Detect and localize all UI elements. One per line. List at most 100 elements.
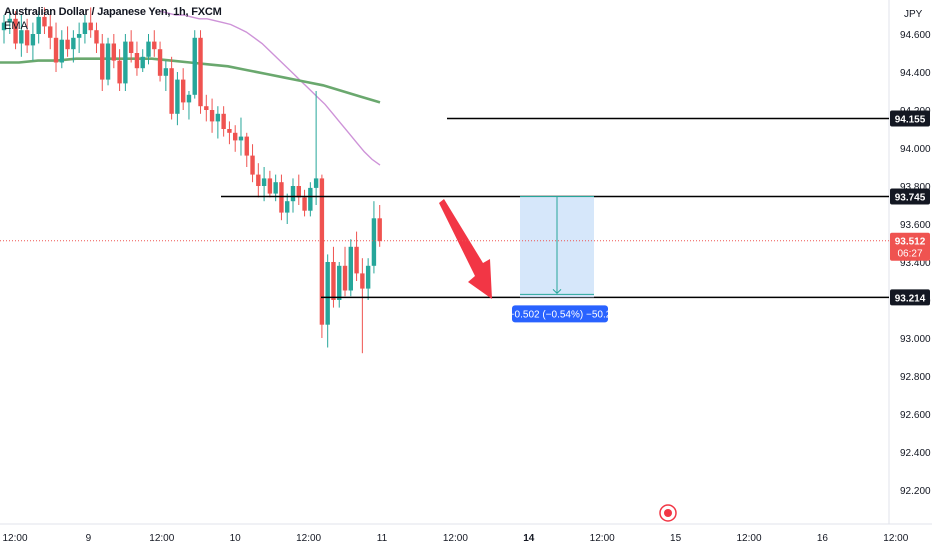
candle[interactable]	[88, 22, 93, 31]
arrow-shape[interactable]	[439, 199, 492, 299]
level-price-tag	[890, 110, 930, 127]
candle[interactable]	[30, 34, 36, 46]
time-tick-label: 12:00	[736, 533, 761, 544]
candle[interactable]	[48, 26, 53, 38]
candle[interactable]	[204, 106, 209, 110]
level-price-tag	[890, 188, 930, 205]
measure-label-box	[512, 305, 608, 323]
candle[interactable]	[24, 30, 30, 46]
candle[interactable]	[267, 178, 273, 194]
candle[interactable]	[7, 18, 12, 23]
time-tick-label: 14	[523, 533, 535, 544]
candle[interactable]	[302, 197, 307, 211]
candle[interactable]	[285, 201, 290, 213]
candle[interactable]	[13, 18, 18, 44]
candle[interactable]	[233, 132, 238, 141]
candle[interactable]	[111, 43, 117, 61]
candle[interactable]	[354, 246, 359, 274]
candle[interactable]	[175, 79, 180, 114]
candle[interactable]	[365, 265, 371, 289]
candle[interactable]	[105, 43, 111, 80]
price-tick-label: 93.400	[900, 258, 931, 269]
candle[interactable]	[36, 16, 41, 34]
time-tick-label: 15	[670, 533, 682, 544]
candle[interactable]	[146, 41, 151, 57]
candle[interactable]	[256, 174, 261, 186]
bar-countdown-label: 06:27	[897, 249, 922, 260]
price-tick-label: 93.800	[900, 182, 931, 193]
candle[interactable]	[261, 178, 267, 186]
candle[interactable]	[163, 68, 169, 76]
candle[interactable]	[53, 37, 59, 63]
candle[interactable]	[337, 265, 342, 300]
candle[interactable]	[215, 113, 221, 122]
arrow-drawing[interactable]	[439, 199, 492, 299]
candle[interactable]	[82, 22, 88, 34]
symbol-title[interactable]: Australian Dollar / Japanese Yen, 1h, FX…	[4, 6, 222, 18]
candle[interactable]	[348, 246, 353, 291]
current-price-tag	[890, 232, 930, 261]
candle[interactable]	[273, 182, 278, 194]
candle[interactable]	[227, 129, 232, 133]
candle[interactable]	[209, 110, 215, 122]
candle[interactable]	[290, 186, 296, 202]
candle[interactable]	[123, 41, 128, 84]
candle[interactable]	[1, 22, 7, 31]
candle[interactable]	[313, 178, 319, 188]
candle[interactable]	[296, 186, 301, 198]
currency-label: JPY	[904, 9, 923, 20]
candle[interactable]	[238, 136, 244, 141]
level-price-label: 93.214	[895, 293, 926, 304]
candle[interactable]	[319, 178, 325, 325]
indicator-label[interactable]: EMA	[4, 20, 28, 32]
candle[interactable]	[42, 16, 47, 27]
candle[interactable]	[192, 37, 197, 95]
candle[interactable]	[157, 49, 163, 76]
candle[interactable]	[250, 155, 255, 175]
candle[interactable]	[117, 60, 122, 84]
time-tick-label: 12:00	[296, 533, 321, 544]
candle[interactable]	[371, 218, 377, 266]
candle[interactable]	[308, 187, 313, 211]
candle[interactable]	[169, 68, 174, 114]
candle[interactable]	[76, 34, 82, 38]
candle[interactable]	[128, 41, 134, 53]
candle[interactable]	[360, 273, 365, 289]
candle[interactable]	[221, 113, 226, 129]
ema-fast-line	[159, 10, 381, 166]
candle[interactable]	[100, 43, 105, 80]
candle[interactable]	[342, 265, 348, 291]
price-tick-label: 93.000	[900, 334, 931, 345]
candle[interactable]	[65, 39, 70, 50]
candle[interactable]	[325, 262, 330, 325]
event-badge[interactable]	[659, 504, 677, 522]
candle[interactable]	[331, 262, 336, 300]
candle[interactable]	[94, 30, 99, 44]
price-tick-label: 92.400	[900, 448, 931, 459]
time-tick-label: 16	[817, 533, 829, 544]
candle[interactable]	[186, 94, 192, 103]
measure-tool[interactable]: −0.502 (−0.54%) −50.2	[509, 195, 612, 323]
price-tick-label: 92.200	[900, 486, 931, 497]
candle[interactable]	[140, 56, 145, 69]
candle[interactable]	[279, 182, 284, 213]
time-tick-label: 11	[377, 533, 388, 544]
candle[interactable]	[19, 30, 24, 44]
time-tick-label: 12:00	[590, 533, 615, 544]
current-price-label: 93.512	[895, 237, 926, 248]
price-tick-label: 92.600	[900, 410, 931, 421]
candle[interactable]	[71, 37, 76, 50]
candles[interactable]	[1, 7, 382, 354]
candle[interactable]	[377, 218, 382, 242]
candle[interactable]	[134, 53, 140, 69]
candle[interactable]	[244, 136, 249, 156]
candle[interactable]	[59, 39, 64, 63]
candle[interactable]	[198, 37, 203, 107]
event-icon-dot	[664, 509, 672, 517]
time-axis[interactable]: 12:00 9 12:00 10 12:00 11 12:00 14 12:00 15 12:00 1…	[2, 533, 908, 544]
candle[interactable]	[152, 41, 157, 50]
candle[interactable]	[180, 79, 186, 103]
